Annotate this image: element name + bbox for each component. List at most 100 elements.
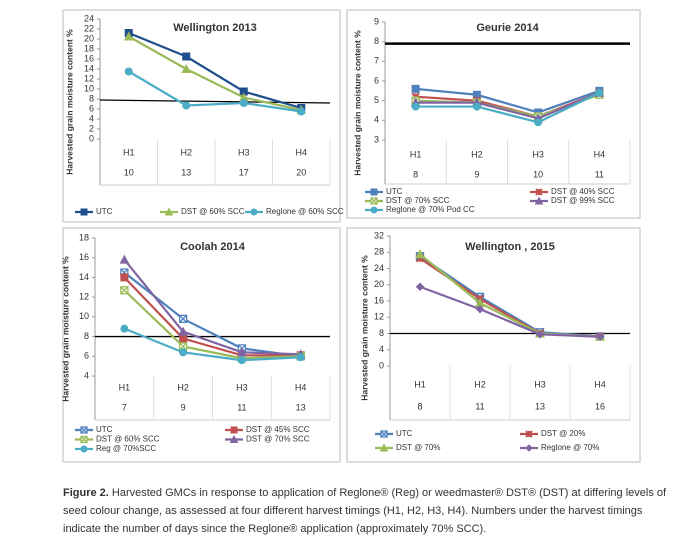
series-line	[123, 258, 301, 356]
panel	[62, 227, 341, 463]
marker	[415, 282, 425, 291]
y-tick-label: 4	[84, 370, 89, 380]
chart-title: Wellington 2013	[173, 22, 257, 34]
caption: Figure 2. Harvested GMCs in response to …	[63, 484, 678, 538]
marker	[297, 107, 306, 116]
day-label: 11	[475, 401, 484, 411]
marker	[230, 426, 238, 434]
y-axis-label: Harvested grain moisture content %	[359, 255, 369, 401]
marker	[370, 188, 378, 196]
y-axis-label: Harvested grain moisture content %	[64, 29, 74, 175]
day-label: 7	[122, 402, 127, 412]
y-tick-label: 2	[89, 123, 94, 133]
marker	[181, 63, 192, 73]
y-tick-label: 8	[379, 328, 384, 338]
marker	[178, 326, 188, 336]
x-tick-label: H4	[295, 147, 307, 157]
marker	[379, 443, 389, 452]
day-label: 11	[595, 169, 604, 179]
marker	[411, 102, 420, 111]
y-tick-label: 4	[379, 344, 384, 354]
series-line	[415, 91, 600, 124]
marker	[525, 430, 533, 438]
y-tick-label: 12	[79, 292, 89, 302]
marker	[534, 118, 543, 127]
panel	[346, 227, 641, 463]
day-label: 8	[413, 169, 418, 179]
day-label: 8	[417, 401, 422, 411]
chart-title: Coolah 2014	[180, 241, 246, 253]
x-tick-label: H4	[594, 379, 606, 389]
day-label: 16	[595, 401, 605, 411]
y-tick-label: 5	[374, 95, 379, 105]
x-tick-label: H2	[177, 382, 189, 392]
y-tick-label: 14	[79, 272, 89, 282]
marker	[123, 31, 134, 41]
x-tick-label: H3	[532, 149, 544, 159]
marker	[164, 207, 174, 216]
legend-label: UTC	[386, 187, 403, 196]
x-tick-label: H3	[236, 382, 248, 392]
y-tick-label: 8	[89, 93, 94, 103]
series-line	[123, 276, 301, 357]
y-tick-label: 6	[84, 351, 89, 361]
caption-label: Figure 2.	[63, 487, 109, 499]
marker	[179, 348, 188, 357]
marker	[182, 52, 191, 61]
marker	[296, 353, 305, 362]
legend-label: DST @ 70%	[396, 443, 440, 452]
legend-label: DST @ 60% SCC	[181, 207, 245, 216]
marker	[179, 334, 188, 343]
y-axis-label: Harvested grain moisture content %	[352, 30, 362, 176]
y-tick-label: 10	[79, 311, 89, 321]
y-tick-label: 4	[374, 115, 379, 125]
x-tick-label: H2	[474, 379, 486, 389]
y-tick-label: 7	[374, 56, 379, 66]
y-tick-label: 8	[84, 331, 89, 341]
y-tick-label: 22	[84, 23, 94, 33]
day-label: 20	[296, 167, 306, 177]
marker	[415, 249, 425, 259]
legend-label: DST @ 70% SCC	[386, 196, 450, 205]
y-tick-label: 9	[374, 16, 379, 26]
legend-label: UTC	[96, 207, 113, 216]
legend-label: DST @ 99% SCC	[551, 196, 615, 205]
x-tick-label: H1	[119, 382, 131, 392]
series-line	[415, 87, 600, 114]
reference-line	[99, 99, 331, 104]
marker	[475, 304, 485, 314]
marker	[525, 444, 533, 452]
x-tick-label: H4	[295, 382, 307, 392]
y-tick-label: 18	[79, 232, 89, 242]
marker	[178, 342, 188, 351]
legend-label: DST @ 20%	[541, 429, 585, 438]
marker	[80, 435, 88, 444]
marker	[124, 67, 133, 76]
day-label: 11	[237, 402, 246, 412]
x-tick-label: H3	[238, 147, 250, 157]
marker	[80, 445, 88, 453]
y-tick-label: 32	[374, 230, 384, 240]
x-tick-label: H1	[414, 379, 426, 389]
marker	[534, 196, 544, 205]
y-tick-label: 4	[89, 113, 94, 123]
y-tick-label: 12	[374, 312, 384, 322]
y-tick-label: 3	[374, 134, 379, 144]
legend-label: DST @ 45% SCC	[246, 425, 310, 434]
marker	[535, 188, 543, 196]
marker	[595, 88, 604, 97]
series-line	[128, 70, 302, 113]
legend-label: Reglone @ 60% SCC	[266, 207, 344, 216]
x-tick-label: H4	[594, 149, 606, 159]
marker	[535, 330, 545, 339]
day-label: 13	[296, 402, 306, 412]
legend-label: Reg @ 70%SCC	[96, 444, 156, 453]
marker	[250, 208, 258, 216]
legend-label: UTC	[396, 429, 413, 438]
marker	[411, 84, 420, 93]
day-label: 9	[181, 402, 186, 412]
y-tick-label: 16	[79, 252, 89, 262]
series-line	[128, 31, 302, 110]
y-axis-label: Harvested grain moisture content %	[60, 256, 70, 402]
y-tick-label: 28	[374, 247, 384, 257]
